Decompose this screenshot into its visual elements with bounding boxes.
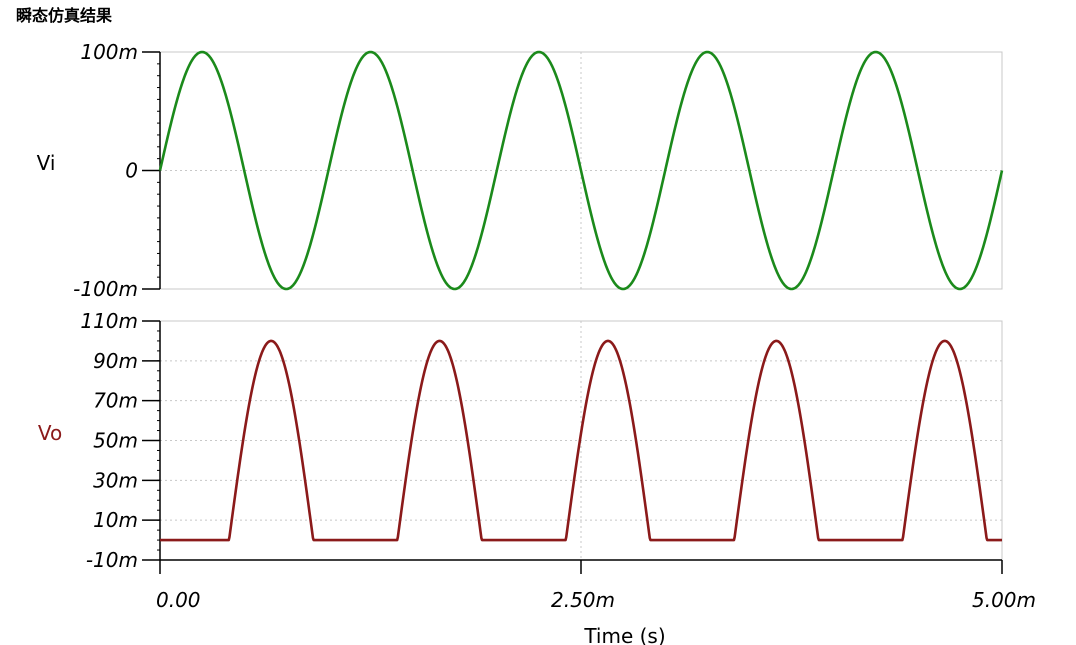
- y-tick-label: 50m: [93, 429, 138, 453]
- y-tick-label: -100m: [73, 277, 138, 301]
- x-tick-label: 0.00: [156, 588, 201, 612]
- y-tick-label: 70m: [93, 389, 138, 413]
- x-tick-label: 2.50m: [551, 588, 615, 612]
- y-tick-label: 110m: [80, 309, 138, 333]
- y-axis-title-0: Vi: [37, 151, 56, 175]
- y-tick-label: 100m: [80, 40, 138, 64]
- page-title: 瞬态仿真结果: [16, 6, 113, 25]
- y-tick-label: 30m: [93, 468, 138, 492]
- series-line-1: [159, 339, 1003, 542]
- x-tick-label: 5.00m: [972, 588, 1036, 612]
- y-tick-label: 10m: [93, 508, 138, 532]
- x-axis-title: Time (s): [583, 624, 665, 645]
- y-tick-label: -10m: [86, 548, 138, 572]
- series-line-0: [158, 50, 1004, 291]
- y-tick-label: 90m: [93, 349, 138, 373]
- y-tick-label: 0: [125, 159, 138, 183]
- y-axis-title-1: Vo: [38, 421, 62, 445]
